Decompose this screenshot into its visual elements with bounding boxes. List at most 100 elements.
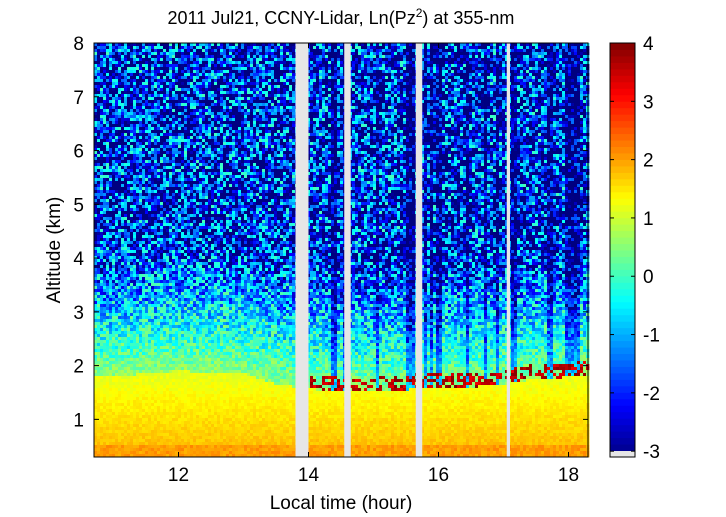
heatmap-cell bbox=[112, 298, 116, 302]
heatmap-cell bbox=[199, 199, 203, 203]
heatmap-cell bbox=[136, 436, 140, 440]
heatmap-cell bbox=[115, 178, 119, 182]
heatmap-cell bbox=[190, 97, 194, 101]
heatmap-cell bbox=[121, 205, 125, 209]
heatmap-cell bbox=[154, 139, 158, 143]
heatmap-cell bbox=[160, 343, 164, 347]
heatmap-cell bbox=[94, 70, 98, 74]
heatmap-cell bbox=[139, 409, 143, 413]
heatmap-cell bbox=[106, 346, 110, 350]
heatmap-cell bbox=[169, 385, 173, 389]
heatmap-cell bbox=[187, 361, 191, 365]
heatmap-cell bbox=[121, 160, 125, 164]
heatmap-cell bbox=[157, 52, 161, 56]
heatmap-cell bbox=[196, 220, 200, 224]
heatmap-cell bbox=[103, 187, 107, 191]
heatmap-cell bbox=[139, 205, 143, 209]
heatmap-cell bbox=[145, 256, 149, 260]
heatmap-cell bbox=[178, 262, 182, 266]
heatmap-cell bbox=[100, 247, 104, 251]
heatmap-cell bbox=[187, 322, 191, 326]
heatmap-cell bbox=[190, 415, 194, 419]
heatmap-cell bbox=[190, 145, 194, 149]
heatmap-cell bbox=[172, 169, 176, 173]
heatmap-cell bbox=[202, 73, 206, 77]
heatmap-cell bbox=[169, 301, 173, 305]
heatmap-cell bbox=[94, 301, 98, 305]
heatmap-cell bbox=[175, 364, 179, 368]
heatmap-cell bbox=[151, 136, 155, 140]
heatmap-cell bbox=[190, 406, 194, 410]
heatmap-cell bbox=[175, 139, 179, 143]
heatmap-cell bbox=[118, 361, 122, 365]
heatmap-cell bbox=[106, 394, 110, 398]
heatmap-cell bbox=[142, 436, 146, 440]
heatmap-cell bbox=[112, 100, 116, 104]
heatmap-cell bbox=[196, 346, 200, 350]
heatmap-cell bbox=[187, 316, 191, 320]
heatmap-cell bbox=[100, 82, 104, 86]
heatmap-cell bbox=[163, 367, 167, 371]
heatmap-cell bbox=[154, 346, 158, 350]
heatmap-cell bbox=[154, 163, 158, 167]
heatmap-cell bbox=[94, 73, 98, 77]
heatmap-cell bbox=[169, 163, 173, 167]
heatmap-cell bbox=[181, 400, 185, 404]
heatmap-cell bbox=[151, 145, 155, 149]
heatmap-cell bbox=[109, 427, 113, 431]
heatmap-cell bbox=[115, 451, 119, 455]
heatmap-cell bbox=[154, 304, 158, 308]
heatmap-cell bbox=[202, 103, 206, 107]
heatmap-cell bbox=[106, 340, 110, 344]
heatmap-cell bbox=[154, 415, 158, 419]
heatmap-cell bbox=[193, 46, 197, 50]
heatmap-cell bbox=[106, 232, 110, 236]
heatmap-cell bbox=[112, 235, 116, 239]
heatmap-cell bbox=[187, 184, 191, 188]
heatmap-cell bbox=[124, 349, 128, 353]
heatmap-cell bbox=[139, 400, 143, 404]
heatmap-cell bbox=[181, 430, 185, 434]
heatmap-cell bbox=[184, 160, 188, 164]
heatmap-cell bbox=[148, 319, 152, 323]
heatmap-cell bbox=[148, 397, 152, 401]
heatmap-cell bbox=[166, 121, 170, 125]
heatmap-cell bbox=[139, 85, 143, 89]
heatmap-cell bbox=[184, 286, 188, 290]
heatmap-cell bbox=[169, 67, 173, 71]
heatmap-cell bbox=[118, 412, 122, 416]
heatmap-cell bbox=[169, 280, 173, 284]
heatmap-cell bbox=[115, 244, 119, 248]
heatmap-cell bbox=[190, 334, 194, 338]
heatmap-cell bbox=[130, 58, 134, 62]
heatmap-cell bbox=[187, 178, 191, 182]
heatmap-cell bbox=[142, 151, 146, 155]
heatmap-cell bbox=[154, 142, 158, 146]
heatmap-cell bbox=[124, 121, 128, 125]
heatmap-cell bbox=[106, 337, 110, 341]
heatmap-cell bbox=[118, 295, 122, 299]
heatmap-cell bbox=[130, 217, 134, 221]
heatmap-cell bbox=[115, 268, 119, 272]
heatmap-cell bbox=[112, 256, 116, 260]
heatmap-cell bbox=[145, 199, 149, 203]
heatmap-cell bbox=[112, 424, 116, 428]
heatmap-cell bbox=[190, 214, 194, 218]
heatmap-cell bbox=[100, 127, 104, 131]
heatmap-cell bbox=[109, 172, 113, 176]
heatmap-cell bbox=[175, 376, 179, 380]
heatmap-cell bbox=[160, 430, 164, 434]
heatmap-cell bbox=[169, 64, 173, 68]
heatmap-cell bbox=[196, 52, 200, 56]
heatmap-cell bbox=[121, 271, 125, 275]
heatmap-cell bbox=[94, 196, 98, 200]
heatmap-cell bbox=[100, 313, 104, 317]
heatmap-cell bbox=[193, 382, 197, 386]
heatmap-cell bbox=[121, 133, 125, 137]
heatmap-cell bbox=[196, 214, 200, 218]
heatmap-cell bbox=[103, 352, 107, 356]
heatmap-cell bbox=[151, 361, 155, 365]
heatmap-cell bbox=[106, 124, 110, 128]
heatmap-cell bbox=[112, 181, 116, 185]
heatmap-cell bbox=[133, 85, 137, 89]
